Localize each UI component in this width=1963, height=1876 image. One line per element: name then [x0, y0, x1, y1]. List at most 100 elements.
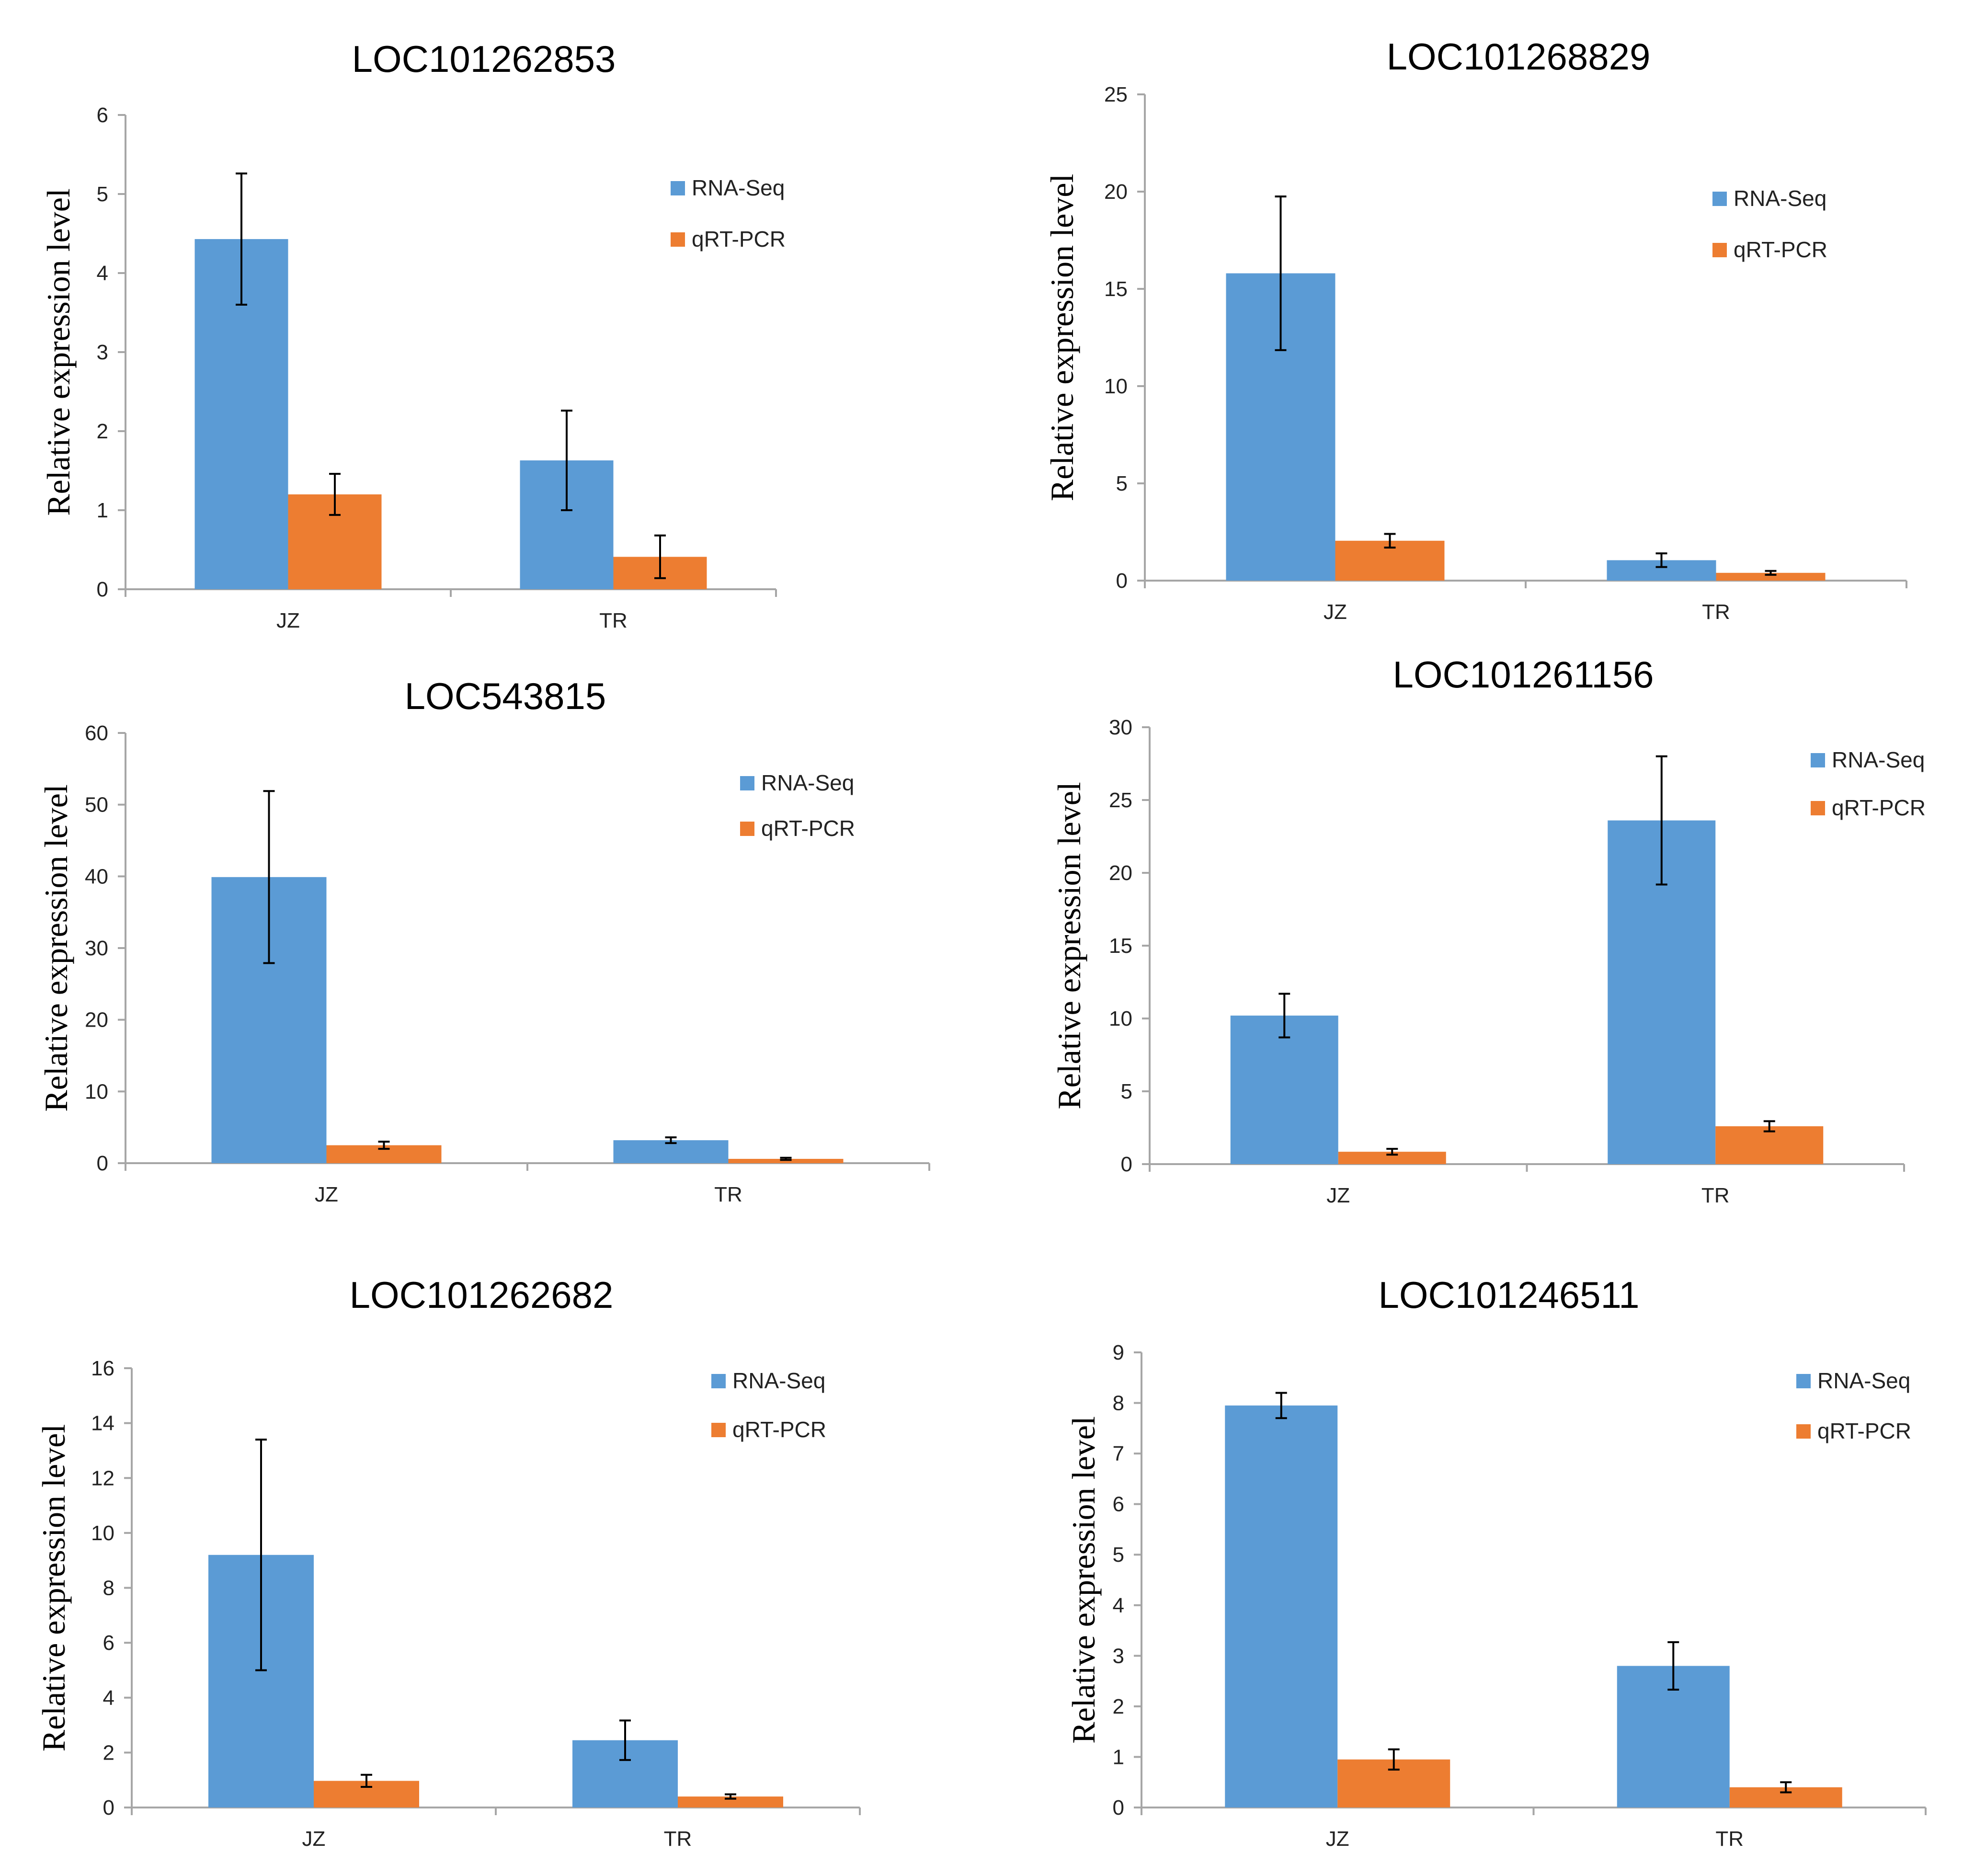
- bar-qrt-pcr-tr: [728, 1159, 844, 1163]
- x-category-label: JZ: [276, 609, 300, 632]
- y-tick-label: 4: [97, 262, 108, 285]
- y-tick-label: 7: [1113, 1442, 1124, 1465]
- legend-swatch: [1796, 1424, 1811, 1439]
- y-tick-label: 40: [85, 865, 108, 888]
- legend-swatch: [1712, 243, 1727, 257]
- legend-item-rna-seq: RNA-Seq: [671, 175, 785, 200]
- error-bar: [1667, 1641, 1679, 1691]
- x-category-label: TR: [1702, 600, 1730, 624]
- legend-label: qRT-PCR: [732, 1417, 826, 1442]
- legend-swatch: [740, 776, 754, 790]
- y-axis-label: Relative expression level: [1065, 1416, 1102, 1744]
- y-tick-label: 20: [1104, 180, 1128, 204]
- y-tick-label: 9: [1113, 1341, 1124, 1364]
- y-tick-label: 50: [85, 793, 108, 817]
- legend-swatch: [711, 1423, 726, 1437]
- legend-swatch: [1796, 1374, 1811, 1388]
- y-tick-label: 16: [91, 1357, 114, 1380]
- legend-label: RNA-Seq: [761, 770, 854, 795]
- y-tick-label: 6: [97, 103, 108, 127]
- legend-swatch: [740, 822, 754, 836]
- y-tick-label: 30: [1109, 716, 1132, 739]
- x-category-label: TR: [599, 609, 628, 632]
- legend-item-rna-seq: RNA-Seq: [1796, 1368, 1910, 1393]
- x-category-label: TR: [664, 1827, 692, 1851]
- y-tick-label: 1: [1113, 1745, 1124, 1769]
- error-bar: [1278, 993, 1290, 1039]
- x-category-label: TR: [1715, 1827, 1744, 1851]
- legend-label: RNA-Seq: [1817, 1368, 1910, 1393]
- x-category-label: JZ: [1324, 600, 1347, 624]
- legend-label: qRT-PCR: [1817, 1418, 1911, 1443]
- legend-item-qrt-pcr: qRT-PCR: [1712, 237, 1827, 262]
- error-bar: [263, 790, 275, 964]
- y-tick-label: 12: [91, 1466, 114, 1490]
- chart-title: LOC101246511: [1378, 1274, 1639, 1316]
- error-bar: [1655, 755, 1667, 886]
- chart-title: LOC101262853: [352, 38, 616, 80]
- chart-title: LOC101261156: [1392, 653, 1654, 696]
- legend-swatch: [1712, 192, 1727, 206]
- y-tick-label: 6: [1113, 1493, 1124, 1516]
- chart-panel-1: LOC101262853 Relative expression level 0 1 2…: [40, 38, 786, 632]
- legend-label: qRT-PCR: [761, 816, 855, 841]
- y-tick-label: 4: [1113, 1594, 1124, 1617]
- y-tick-label: 6: [103, 1631, 114, 1655]
- y-axis-label: Relative expression level: [35, 1424, 72, 1752]
- error-bar: [1765, 570, 1777, 576]
- legend-item-qrt-pcr: qRT-PCR: [671, 227, 786, 252]
- legend-item-rna-seq: RNA-Seq: [1712, 186, 1826, 211]
- legend-label: RNA-Seq: [1832, 747, 1925, 772]
- error-bar: [780, 1156, 792, 1161]
- chart-panel-5: LOC101262682 Relative expression level 0 2 4…: [35, 1274, 861, 1851]
- chart-panel-2: LOC101268829 Relative expression level 0 5 1…: [1044, 35, 1907, 624]
- bar-qrt-pcr-tr: [1715, 1126, 1824, 1164]
- error-bar: [361, 1773, 372, 1788]
- error-bar: [1655, 552, 1667, 568]
- x-category-label: TR: [1701, 1184, 1730, 1207]
- y-tick-label: 60: [85, 721, 108, 745]
- chart-panel-4: LOC101261156 Relative expression level 0 5 1…: [1051, 653, 1926, 1207]
- y-tick-label: 30: [85, 937, 108, 960]
- bar-qrt-pcr-tr: [678, 1796, 783, 1807]
- y-tick-label: 20: [85, 1008, 108, 1032]
- error-bar: [378, 1141, 390, 1150]
- error-bar: [1384, 533, 1396, 549]
- legend-label: qRT-PCR: [1832, 795, 1926, 820]
- legend-label: qRT-PCR: [1734, 237, 1827, 262]
- legend-label: RNA-Seq: [1734, 186, 1826, 211]
- error-bar: [1763, 1120, 1775, 1132]
- legend-item-rna-seq: RNA-Seq: [1811, 747, 1925, 772]
- y-tick-label: 1: [97, 499, 108, 522]
- y-tick-label: 25: [1104, 83, 1128, 106]
- y-tick-label: 0: [103, 1796, 114, 1819]
- error-bar: [1275, 1392, 1287, 1419]
- x-category-label: JZ: [315, 1183, 338, 1206]
- error-bar: [725, 1793, 736, 1800]
- y-tick-label: 0: [1116, 569, 1128, 593]
- y-tick-label: 5: [1116, 472, 1128, 495]
- chart-panel-6: LOC101246511 Relative expression level 0 1 2…: [1065, 1274, 1927, 1851]
- y-axis-label: Relative expression level: [38, 784, 74, 1112]
- y-tick-label: 10: [1104, 375, 1128, 398]
- y-tick-label: 5: [1121, 1080, 1132, 1103]
- error-bar: [1388, 1748, 1400, 1771]
- y-tick-label: 4: [103, 1686, 114, 1710]
- bar-qrt-pcr-tr: [1716, 572, 1826, 581]
- y-tick-label: 15: [1104, 277, 1128, 301]
- y-tick-label: 14: [91, 1412, 114, 1435]
- y-tick-label: 8: [1113, 1392, 1124, 1415]
- y-tick-label: 0: [1113, 1796, 1124, 1819]
- y-axis-label: Relative expression level: [40, 188, 77, 516]
- error-bar: [255, 1439, 267, 1671]
- y-tick-label: 20: [1109, 861, 1132, 885]
- error-bar: [561, 410, 572, 511]
- y-tick-label: 10: [1109, 1007, 1132, 1030]
- error-bar: [654, 534, 666, 579]
- y-tick-label: 5: [1113, 1543, 1124, 1567]
- chart-panel-3: LOC543815 Relative expression level 0 10 20 3…: [38, 675, 930, 1206]
- y-tick-label: 10: [85, 1080, 108, 1103]
- y-tick-label: 3: [97, 341, 108, 364]
- legend-swatch: [711, 1374, 726, 1388]
- y-tick-label: 10: [91, 1521, 114, 1545]
